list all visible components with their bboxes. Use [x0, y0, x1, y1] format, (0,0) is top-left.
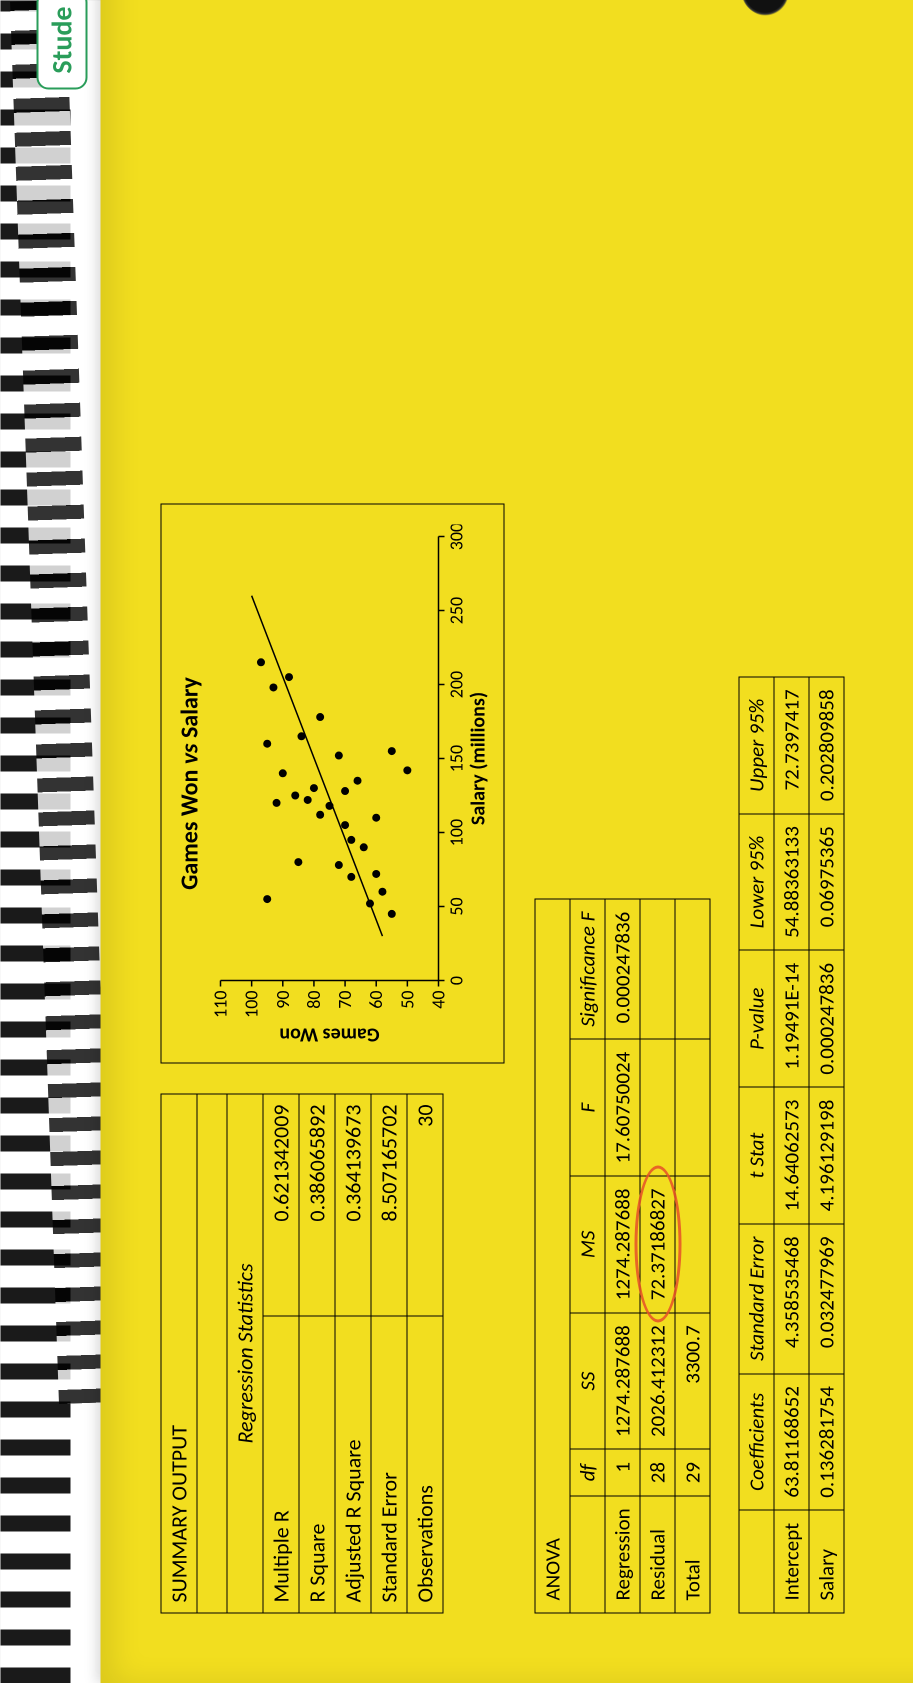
- svg-text:0: 0: [445, 975, 467, 984]
- coef-header: Coefficients: [739, 1373, 774, 1510]
- svg-text:150: 150: [445, 744, 467, 771]
- svg-text:50: 50: [396, 990, 418, 1008]
- anova-cell: Regression: [605, 1495, 640, 1612]
- coef-section: CoefficientsStandard Errort StatP-valueL…: [738, 0, 844, 1613]
- anova-cell: 1274.287688: [605, 1312, 640, 1449]
- svg-text:Games Won: Games Won: [279, 1022, 379, 1044]
- coef-cell: 72.7397417: [774, 676, 809, 813]
- anova-header: df: [570, 1449, 605, 1495]
- anova-table: ANOVAdfSSMSFSignificance FRegression1127…: [534, 898, 710, 1613]
- coefficients-table: CoefficientsStandard Errort StatP-valueL…: [738, 676, 844, 1613]
- anova-cell: 72.37186827: [640, 1175, 675, 1312]
- stat-label: Standard Error: [371, 1316, 407, 1613]
- anova-title: ANOVA: [535, 899, 570, 1613]
- regression-stats-header: Regression Statistics: [227, 1094, 263, 1613]
- anova-cell: Residual: [640, 1495, 675, 1612]
- anova-cell: [675, 899, 710, 1039]
- anova-header: [570, 1495, 605, 1612]
- anova-cell: 3300.7: [675, 1312, 710, 1449]
- stat-value: 30: [407, 1094, 443, 1316]
- chart-title: Games Won vs Salary: [175, 522, 204, 1044]
- svg-text:Salary (millions): Salary (millions): [466, 691, 490, 824]
- stat-label: R Square: [299, 1316, 335, 1613]
- scatter-chart-box: Games Won vs Salary 40 50 60 70 80 90 100 110 0 5…: [160, 503, 504, 1063]
- coef-header: Lower 95%: [739, 813, 774, 950]
- anova-cell: 28: [640, 1449, 675, 1495]
- svg-text:50: 50: [445, 897, 467, 915]
- stat-label: Observations: [407, 1316, 443, 1613]
- chart-title-text: Games Won vs Salary: [175, 677, 204, 890]
- page-rotated-container: Stude SUMMARY OUTPUT Regression Statisti…: [0, 0, 913, 1683]
- stat-label: Adjusted R Square: [335, 1316, 371, 1613]
- summary-blank-row: [197, 1094, 227, 1613]
- anova-cell: Total: [675, 1495, 710, 1612]
- coef-cell: 0.06975365: [809, 813, 844, 950]
- anova-header: F: [570, 1039, 605, 1176]
- coef-cell: 54.88363133: [774, 813, 809, 950]
- svg-text:80: 80: [302, 990, 324, 1008]
- anova-header: Significance F: [570, 899, 605, 1039]
- chart-column: Games Won vs Salary 40 50 60 70 80 90 100 110 0 5…: [160, 0, 504, 1063]
- svg-text:300: 300: [445, 524, 467, 550]
- svg-text:40: 40: [427, 990, 449, 1008]
- svg-text:70: 70: [334, 990, 356, 1008]
- anova-cell: [640, 899, 675, 1039]
- coef-cell: 0.136281754: [809, 1373, 844, 1510]
- summary-output-table: SUMMARY OUTPUT Regression Statistics Mul…: [160, 1093, 443, 1613]
- anova-cell: 1274.287688: [605, 1175, 640, 1312]
- svg-text:200: 200: [445, 670, 467, 697]
- anova-cell: 0.000247836: [605, 899, 640, 1039]
- coef-cell: 63.81168652: [774, 1373, 809, 1510]
- stude-tab-label: Stude: [36, 0, 87, 89]
- stat-value: 0.621342009: [263, 1094, 299, 1316]
- svg-text:100: 100: [240, 990, 262, 1017]
- coef-cell: Salary: [809, 1510, 844, 1613]
- coef-cell: 0.202809858: [809, 676, 844, 813]
- content-row: SUMMARY OUTPUT Regression Statistics Mul…: [160, 0, 504, 1613]
- stat-value: 0.386065892: [299, 1094, 335, 1316]
- svg-text:100: 100: [445, 818, 467, 845]
- scatter-chart-svg: 40 50 60 70 80 90 100 110 0 50 100 150 200 250 300 Sala…: [210, 524, 490, 1044]
- anova-cell: 29: [675, 1449, 710, 1495]
- coef-cell: 1.19491E-14: [774, 950, 809, 1087]
- svg-text:110: 110: [210, 990, 231, 1017]
- svg-text:60: 60: [365, 990, 387, 1008]
- anova-section: ANOVAdfSSMSFSignificance FRegression1127…: [534, 0, 710, 1613]
- stat-value: 0.364139673: [335, 1094, 371, 1316]
- coef-header: [739, 1510, 774, 1613]
- stat-label: Multiple R: [263, 1316, 299, 1613]
- svg-text:90: 90: [271, 990, 293, 1008]
- anova-cell: [675, 1175, 710, 1312]
- yellow-paper-sheet: SUMMARY OUTPUT Regression Statistics Mul…: [100, 0, 913, 1683]
- coef-cell: 0.032477969: [809, 1223, 844, 1373]
- anova-cell: 1: [605, 1449, 640, 1495]
- summary-column: SUMMARY OUTPUT Regression Statistics Mul…: [160, 1093, 443, 1613]
- anova-cell: 2026.412312: [640, 1312, 675, 1449]
- anova-header: MS: [570, 1175, 605, 1312]
- stat-value: 8.507165702: [371, 1094, 407, 1316]
- coef-header: Standard Error: [739, 1223, 774, 1373]
- anova-cell: [675, 1039, 710, 1176]
- coef-cell: 0.000247836: [809, 950, 844, 1087]
- coef-header: t Stat: [739, 1087, 774, 1224]
- coef-header: P-value: [739, 950, 774, 1087]
- svg-text:250: 250: [445, 596, 467, 623]
- coef-cell: 4.196129198: [809, 1087, 844, 1224]
- anova-header: SS: [570, 1312, 605, 1449]
- coef-cell: 4.358535468: [774, 1223, 809, 1373]
- coef-header: Upper 95%: [739, 676, 774, 813]
- summary-title: SUMMARY OUTPUT: [161, 1094, 197, 1613]
- coef-cell: 14.64062573: [774, 1087, 809, 1224]
- anova-cell: [640, 1039, 675, 1176]
- anova-cell: 17.60750024: [605, 1039, 640, 1176]
- coef-cell: Intercept: [774, 1510, 809, 1613]
